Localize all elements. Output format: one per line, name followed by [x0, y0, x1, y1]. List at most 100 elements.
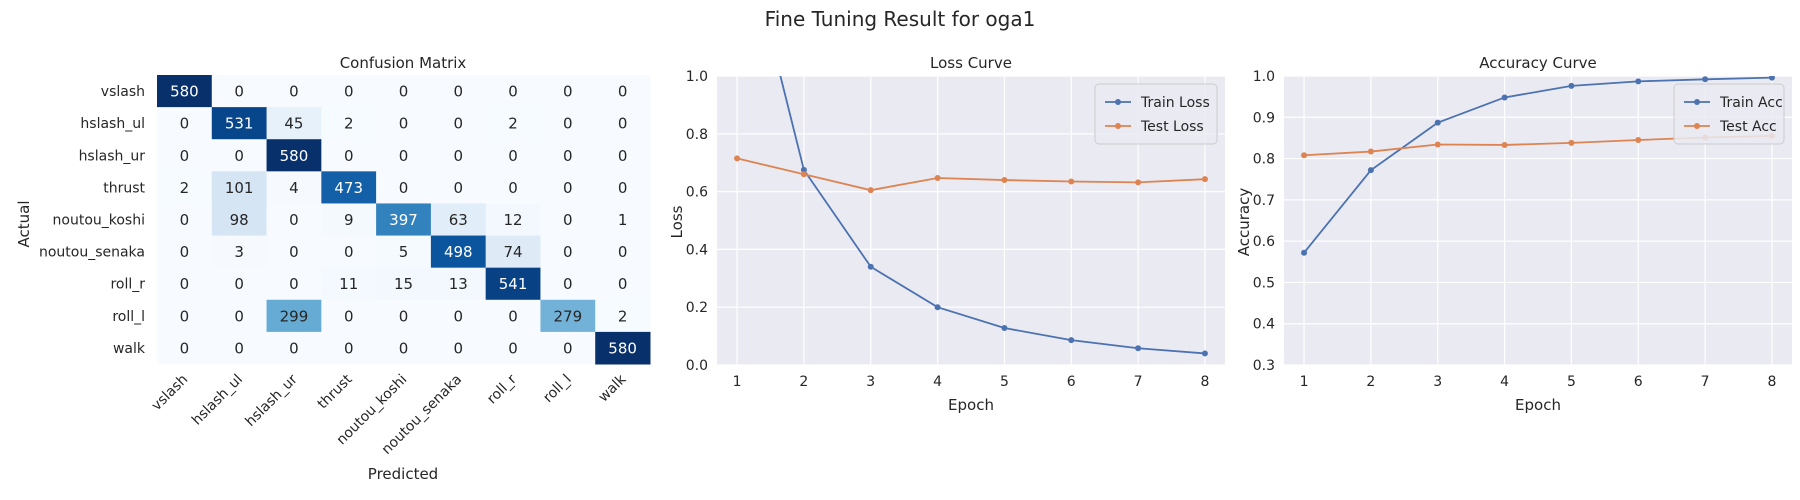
data-point: [1201, 350, 1208, 357]
heatmap-cell-value: 0: [508, 339, 518, 357]
heatmap-cell: [321, 331, 377, 365]
heatmap-cell: [430, 299, 487, 333]
heatmap-cell-value: 0: [180, 307, 190, 325]
data-point: [1568, 82, 1575, 89]
heatmap-cell: [485, 203, 541, 237]
heatmap-cell: [485, 235, 541, 269]
data-point: [1702, 76, 1709, 83]
heatmap-cell-value: 0: [344, 83, 354, 101]
heatmap-cell-value: 0: [563, 243, 573, 261]
heatmap-cell-value: 0: [508, 307, 518, 325]
data-point: [1135, 179, 1142, 186]
xtick-label: 6: [1634, 374, 1643, 390]
heatmap-cell: [211, 107, 268, 140]
legend: [1094, 83, 1218, 145]
heatmap-cell: [376, 139, 432, 172]
ytick-label: 0.8: [686, 127, 708, 143]
heatmap-cell-value: 0: [180, 147, 190, 165]
confusion-matrix-ylabel: Actual: [15, 201, 33, 248]
ytick-label: 0.7: [1253, 193, 1275, 209]
data-point: [1635, 136, 1642, 143]
heatmap-cell-value: 0: [234, 275, 244, 293]
xtick-label: 8: [1200, 374, 1209, 390]
heatmap-cell: [321, 235, 377, 269]
heatmap-cell: [266, 107, 322, 140]
heatmap-cell: [157, 235, 213, 269]
heatmap-cell-value: 580: [170, 83, 199, 101]
heatmap-ytick-label: roll_l: [112, 309, 145, 325]
data-point: [1635, 78, 1642, 85]
heatmap-cell: [485, 139, 541, 172]
heatmap-cell: [321, 75, 377, 108]
heatmap-cell-value: 299: [280, 307, 309, 325]
heatmap-cell-value: 0: [180, 211, 190, 229]
heatmap-cell-value: 0: [289, 275, 299, 293]
heatmap-cell: [540, 171, 596, 204]
ytick-label: 1.0: [686, 69, 708, 85]
heatmap-cell: [321, 107, 377, 140]
heatmap-cell: [485, 75, 541, 108]
heatmap-cell-value: 0: [234, 307, 244, 325]
heatmap-cell-value: 2: [508, 115, 518, 133]
heatmap-cell: [157, 107, 213, 140]
ytick-label: 0.6: [1253, 234, 1275, 250]
heatmap-cell-value: 0: [399, 179, 409, 197]
data-point: [1201, 176, 1208, 183]
ytick-label: 0.0: [686, 358, 708, 374]
heatmap-cell-value: 0: [180, 243, 190, 261]
data-point: [1568, 139, 1575, 146]
heatmap-cell-value: 0: [563, 211, 573, 229]
data-point: [867, 187, 874, 194]
xtick-label: 1: [1300, 374, 1309, 390]
heatmap-cell-value: 0: [399, 83, 409, 101]
heatmap-cell: [266, 331, 322, 365]
heatmap-cell: [211, 139, 268, 172]
heatmap-cell-value: 498: [444, 243, 473, 261]
heatmap-cell-value: 0: [399, 339, 409, 357]
heatmap-ytick-label: noutou_koshi: [53, 213, 145, 229]
heatmap-cell: [266, 171, 322, 204]
heatmap-cell: [376, 171, 432, 204]
heatmap-cell: [376, 299, 432, 333]
heatmap-xtick-label: roll_r: [484, 371, 520, 407]
heatmap-cell-value: 0: [563, 179, 573, 197]
heatmap-cell: [540, 203, 596, 237]
heatmap-cell-value: 101: [225, 179, 254, 197]
confusion-matrix: Confusion Matrix 580 0 0 0 0 0 0 0 00 531 45 2 0 0 2 0 0…: [15, 54, 651, 483]
heatmap-cell-value: 0: [399, 147, 409, 165]
xtick-label: 5: [1567, 374, 1576, 390]
heatmap-cell-value: 0: [399, 115, 409, 133]
data-point: [1301, 249, 1308, 256]
heatmap-cell-value: 15: [394, 275, 413, 293]
data-point: [1001, 177, 1008, 184]
heatmap-cell-value: 0: [454, 307, 464, 325]
heatmap-cell-value: 0: [289, 83, 299, 101]
xtick-label: 3: [1433, 374, 1442, 390]
loss-curve-ylabel: Loss: [668, 205, 686, 238]
heatmap-cell: [157, 267, 213, 301]
heatmap-cell-value: 12: [504, 211, 523, 229]
xtick-label: 7: [1701, 374, 1710, 390]
heatmap-cell-value: 98: [230, 211, 249, 229]
heatmap-cell: [157, 203, 213, 237]
xtick-label: 7: [1134, 374, 1143, 390]
heatmap-cell: [266, 75, 322, 108]
heatmap-cell-value: 9: [344, 211, 354, 229]
heatmap-cell: [376, 235, 432, 269]
data-point: [1068, 178, 1075, 185]
heatmap-cell-value: 0: [563, 83, 573, 101]
heatmap-ytick-label: roll_r: [110, 277, 145, 293]
heatmap-cell-value: 74: [504, 243, 523, 261]
heatmap-cell-value: 0: [234, 339, 244, 357]
data-point: [934, 304, 941, 311]
heatmap-cell-value: 0: [344, 147, 354, 165]
heatmap-cell: [595, 75, 651, 108]
data-point: [1301, 152, 1308, 159]
ytick-label: 0.4: [1253, 317, 1275, 333]
heatmap-cell: [157, 75, 213, 108]
heatmap-cell: [595, 107, 651, 140]
heatmap-cell: [211, 267, 268, 301]
heatmap-cell-value: 0: [563, 115, 573, 133]
heatmap-cell: [540, 139, 596, 172]
